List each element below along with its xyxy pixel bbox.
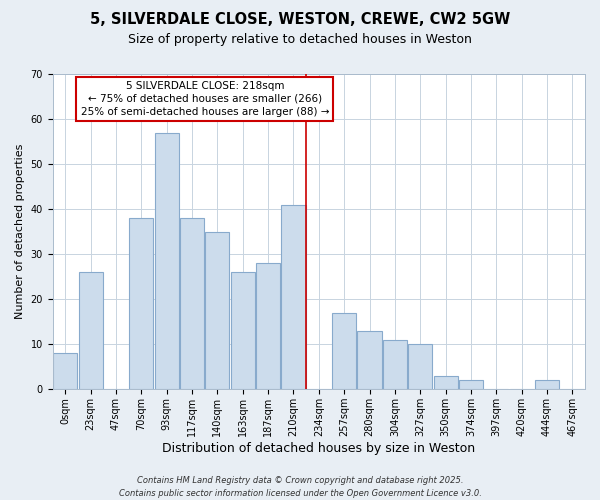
Bar	[408, 344, 432, 390]
Text: 5 SILVERDALE CLOSE: 218sqm
← 75% of detached houses are smaller (266)
25% of sem: 5 SILVERDALE CLOSE: 218sqm ← 75% of deta…	[80, 81, 329, 117]
Bar	[358, 330, 382, 390]
Bar	[180, 218, 204, 390]
Bar	[155, 132, 179, 390]
Text: Size of property relative to detached houses in Weston: Size of property relative to detached ho…	[128, 32, 472, 46]
Bar	[281, 204, 305, 390]
Bar	[332, 312, 356, 390]
Bar	[434, 376, 458, 390]
Bar	[130, 218, 154, 390]
Bar	[205, 232, 229, 390]
Bar	[535, 380, 559, 390]
Bar	[383, 340, 407, 390]
Y-axis label: Number of detached properties: Number of detached properties	[15, 144, 25, 320]
Bar	[79, 272, 103, 390]
Bar	[53, 354, 77, 390]
Text: 5, SILVERDALE CLOSE, WESTON, CREWE, CW2 5GW: 5, SILVERDALE CLOSE, WESTON, CREWE, CW2 …	[90, 12, 510, 28]
Bar	[459, 380, 483, 390]
Bar	[231, 272, 255, 390]
Bar	[256, 263, 280, 390]
Text: Contains HM Land Registry data © Crown copyright and database right 2025.
Contai: Contains HM Land Registry data © Crown c…	[119, 476, 481, 498]
X-axis label: Distribution of detached houses by size in Weston: Distribution of detached houses by size …	[162, 442, 475, 455]
